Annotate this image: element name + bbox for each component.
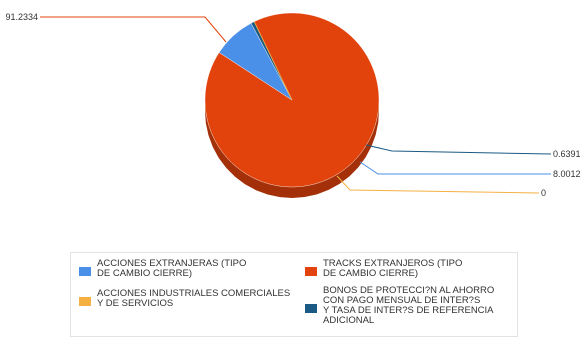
legend-label-0: TRACKS EXTRANJEROS (TIPO DE CAMBIO CIERR…	[323, 258, 463, 279]
legend-item-3: ACCIONES INDUSTRIALES COMERCIALES Y DE S…	[79, 289, 290, 309]
leader-line-0	[40, 16, 227, 43]
legend: ACCIONES EXTRANJERAS (TIPO DE CAMBIO CIE…	[70, 252, 518, 337]
pie-slices	[204, 12, 380, 188]
value-label-3: 0	[541, 188, 546, 198]
value-label-2: 0.6391	[553, 149, 581, 159]
legend-item-0: TRACKS EXTRANJEROS (TIPO DE CAMBIO CIERR…	[305, 259, 462, 279]
leader-line-1	[359, 161, 551, 175]
leader-line-2	[365, 144, 552, 155]
pie-slice-3	[253, 21, 293, 101]
pie-chart: 91.2334 8.0012 0.6391 0	[5, 12, 581, 198]
legend-swatch-1	[79, 267, 91, 276]
legend-label-2: BONOS DE PROTECCI?N AL AHORRO CON PAGO M…	[323, 285, 495, 326]
legend-swatch-2	[305, 304, 317, 313]
value-label-0: 91.2334	[5, 12, 38, 22]
legend-item-2: BONOS DE PROTECCI?N AL AHORRO CON PAGO M…	[305, 286, 494, 326]
legend-label-3: ACCIONES INDUSTRIALES COMERCIALES Y DE S…	[97, 288, 291, 309]
leader-line-3	[336, 175, 540, 194]
value-labels: 91.2334 8.0012 0.6391 0	[5, 12, 580, 198]
legend-swatch-0	[305, 267, 317, 276]
value-label-1: 8.0012	[553, 169, 581, 179]
legend-label-1: ACCIONES EXTRANJERAS (TIPO DE CAMBIO CIE…	[97, 258, 247, 279]
legend-swatch-3	[79, 297, 91, 306]
legend-item-1: ACCIONES EXTRANJERAS (TIPO DE CAMBIO CIE…	[79, 259, 246, 279]
leader-lines	[40, 16, 552, 194]
pie-slice-2	[250, 21, 293, 101]
